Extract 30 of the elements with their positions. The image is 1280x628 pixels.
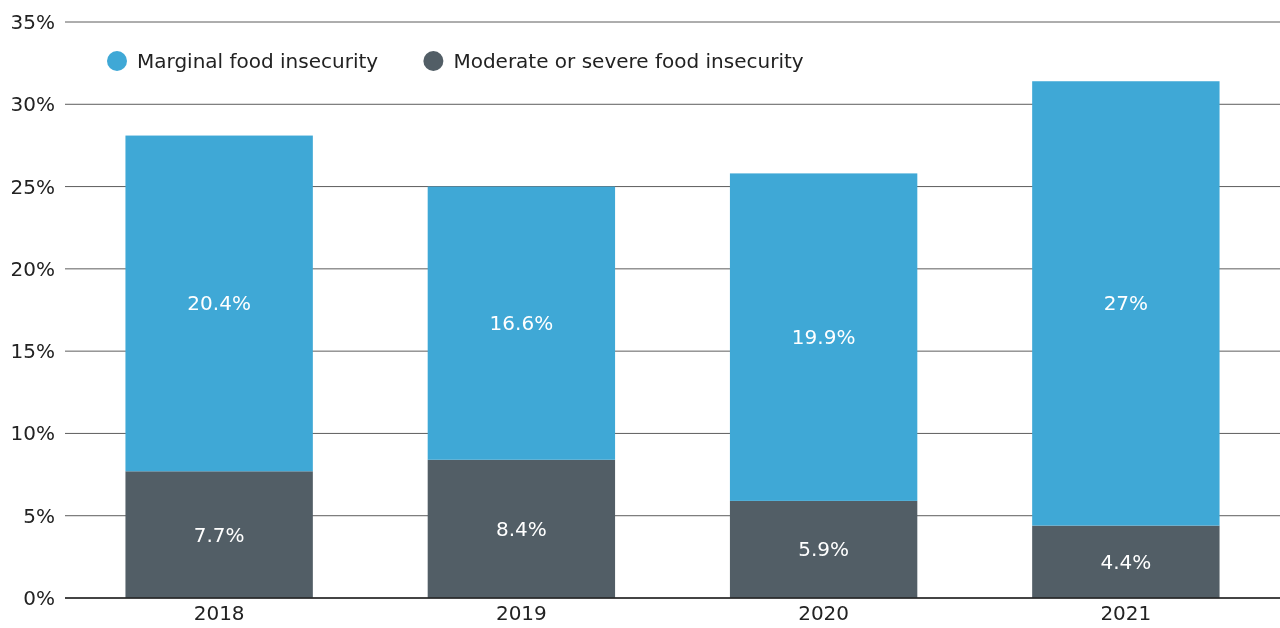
bar bbox=[729, 500, 918, 598]
bar bbox=[125, 471, 313, 598]
y-tick-label: 15% bbox=[10, 339, 55, 364]
y-tick-label: 20% bbox=[10, 256, 55, 281]
x-tick-label: 2021 bbox=[1100, 601, 1152, 625]
y-tick-label: 10% bbox=[10, 421, 55, 446]
data-label: 16.6% bbox=[489, 311, 554, 336]
data-label: 4.4% bbox=[1100, 549, 1152, 574]
y-tick-label: 5% bbox=[23, 503, 55, 528]
legend-label: Moderate or severe food insecurity bbox=[453, 49, 804, 73]
bar bbox=[427, 459, 616, 598]
x-tick-label: 2018 bbox=[193, 601, 245, 625]
y-tick-label: 30% bbox=[10, 92, 55, 117]
y-tick-label: 0% bbox=[23, 586, 55, 610]
y-tick-label: 25% bbox=[10, 174, 55, 199]
x-tick-label: 2020 bbox=[798, 601, 850, 625]
bar bbox=[427, 186, 616, 460]
bar bbox=[1032, 81, 1220, 526]
data-label: 20.4% bbox=[187, 291, 251, 316]
data-label: 27% bbox=[1103, 291, 1149, 316]
x-tick-label: 2019 bbox=[495, 601, 547, 625]
y-tick-label: 35% bbox=[10, 10, 55, 34]
data-label: 19.9% bbox=[791, 325, 856, 350]
bar bbox=[1032, 525, 1220, 598]
bar bbox=[125, 135, 313, 472]
data-label: 7.7% bbox=[193, 522, 245, 547]
legend-label: Marginal food insecurity bbox=[137, 49, 379, 73]
bar bbox=[729, 173, 918, 501]
data-label: 5.9% bbox=[798, 537, 850, 562]
data-label: 8.4% bbox=[495, 516, 547, 541]
